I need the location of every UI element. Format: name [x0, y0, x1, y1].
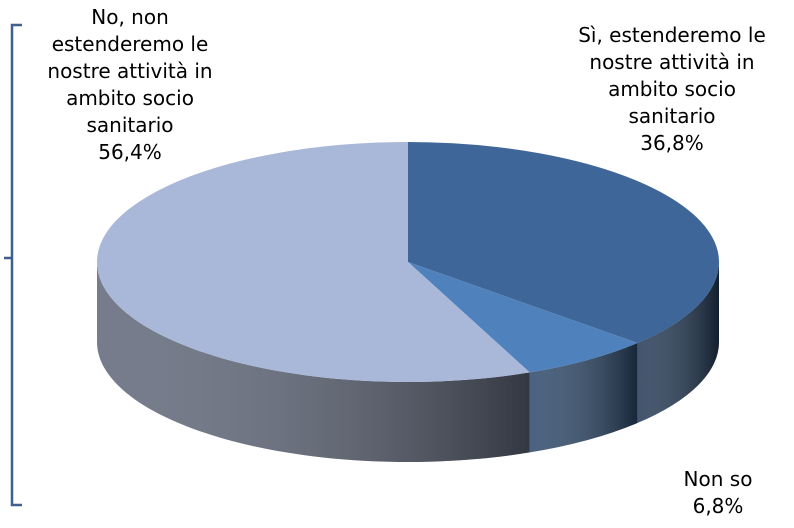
value-label: 6,8%: [693, 494, 744, 518]
label-line: estenderemo le: [52, 32, 209, 56]
label-line: sanitario: [86, 113, 173, 137]
pie-wall-shade: [637, 262, 719, 424]
label-line: nostre attività in: [47, 59, 212, 83]
category-label: Non so: [684, 467, 753, 491]
pie-wall-shade: [97, 262, 530, 462]
category-label: Sì, estenderemo le nostre attività in ambi…: [578, 23, 766, 128]
label-line: No, non: [91, 5, 169, 29]
pie-slice: [408, 262, 638, 373]
pie-slice: [408, 142, 719, 344]
label-line: nostre attività in: [589, 50, 754, 74]
label-line: sanitario: [628, 104, 715, 128]
category-label: No, non estenderemo le nostre attività in a…: [47, 5, 212, 137]
pie-slice: [97, 142, 530, 382]
label-line: Non so: [684, 467, 753, 491]
label-line: Sì, estenderemo le: [578, 23, 766, 47]
label-line: ambito socio: [608, 77, 736, 101]
value-label: 36,8%: [640, 131, 704, 155]
label-line: ambito socio: [66, 86, 194, 110]
bracket: [4, 23, 22, 507]
value-label: 56,4%: [98, 140, 162, 164]
pie-wall-shade: [529, 343, 638, 453]
